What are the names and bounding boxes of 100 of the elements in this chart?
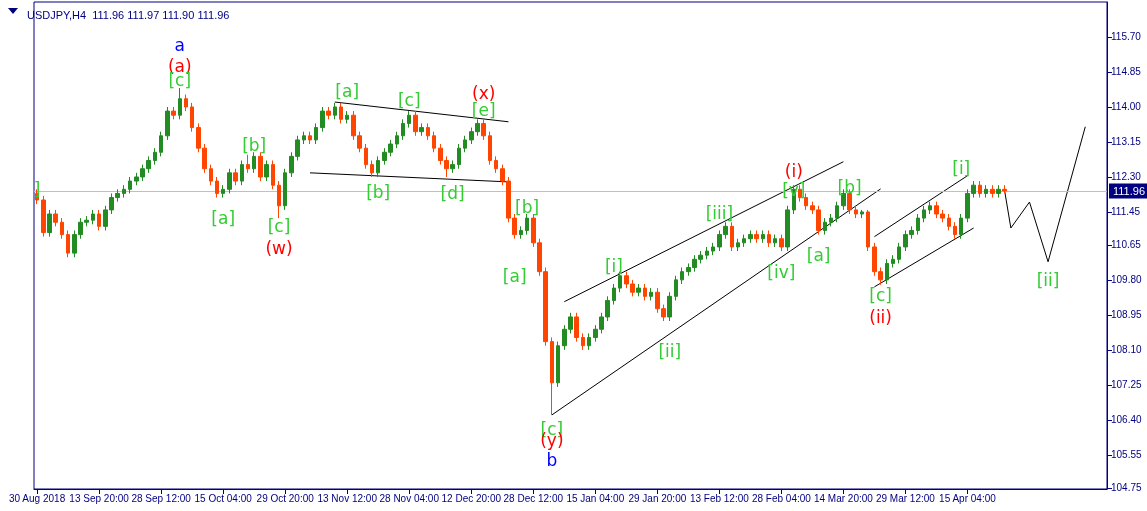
x-tick-label: 14 Mar 20:00 bbox=[813, 492, 874, 504]
candlestick bbox=[897, 242, 901, 264]
y-tick-label: 106.40 bbox=[1111, 414, 1143, 426]
candlestick bbox=[785, 205, 790, 252]
candlestick bbox=[184, 94, 188, 112]
x-tick-label: 13 Sep 20:00 bbox=[69, 492, 130, 504]
ref-line-label: 111.96 bbox=[1113, 184, 1146, 197]
x-tick-label: 29 Oct 20:00 bbox=[256, 492, 315, 504]
candlestick bbox=[996, 184, 1001, 199]
candlestick bbox=[494, 155, 498, 174]
candlestick bbox=[612, 283, 616, 306]
candlestick bbox=[643, 283, 647, 301]
candlestick bbox=[128, 176, 132, 194]
annotation: [c] bbox=[869, 284, 892, 305]
candlestick bbox=[370, 159, 374, 178]
y-tick-label: 107.25 bbox=[1111, 379, 1143, 391]
candlestick bbox=[804, 192, 808, 211]
candlestick bbox=[779, 234, 784, 252]
annotation: b bbox=[546, 449, 558, 470]
candlestick bbox=[587, 332, 591, 351]
annotation: (ii) bbox=[869, 306, 892, 327]
annotation: [iii] bbox=[705, 202, 734, 223]
candlestick bbox=[761, 229, 765, 244]
candlestick bbox=[432, 131, 436, 153]
annotation: [ii] bbox=[658, 340, 682, 361]
candlestick bbox=[922, 205, 926, 223]
y-tick-label: 110.65 bbox=[1111, 239, 1142, 251]
candlestick bbox=[1002, 184, 1007, 194]
annotation: a bbox=[174, 35, 185, 56]
candlestick bbox=[481, 118, 486, 141]
candlestick bbox=[122, 184, 126, 199]
candlestick bbox=[246, 154, 250, 174]
x-tick-label: 15 Apr 04:00 bbox=[939, 492, 997, 504]
x-tick-label: 28 Dec 12:00 bbox=[503, 492, 564, 504]
annotation: [iv] bbox=[767, 262, 796, 283]
y-tick-label: 105.55 bbox=[1111, 449, 1143, 461]
y-tick-label: 108.10 bbox=[1111, 344, 1143, 356]
candlestick bbox=[91, 209, 95, 225]
candlestick bbox=[240, 159, 244, 186]
x-tick-label: 15 Jan 04:00 bbox=[566, 492, 625, 504]
annotation: [a] bbox=[502, 265, 527, 286]
candlestick bbox=[227, 168, 232, 194]
candlestick bbox=[854, 205, 858, 219]
candlestick bbox=[736, 238, 740, 252]
candlestick bbox=[407, 110, 411, 129]
candlestick bbox=[742, 234, 746, 248]
x-tick-label: 13 Nov 12:00 bbox=[317, 492, 378, 504]
candlestick bbox=[339, 102, 343, 124]
candlestick bbox=[959, 213, 963, 240]
candlestick bbox=[308, 131, 312, 145]
x-tick-label: 28 Sep 12:00 bbox=[131, 492, 192, 504]
annotation: [b] bbox=[837, 176, 862, 197]
x-tick-label: 15 Oct 04:00 bbox=[194, 492, 253, 504]
candlestick bbox=[345, 110, 349, 124]
candlestick bbox=[97, 209, 101, 231]
candlestick bbox=[581, 332, 585, 351]
annotation: (x) bbox=[472, 82, 496, 103]
candlestick bbox=[835, 201, 839, 223]
candlestick bbox=[47, 209, 52, 238]
candlestick bbox=[928, 201, 932, 215]
candlestick bbox=[209, 164, 213, 186]
candlestick bbox=[333, 102, 337, 120]
candlestick bbox=[326, 106, 331, 120]
y-tick-label: 104.75 bbox=[1111, 482, 1143, 494]
candlestick bbox=[674, 275, 678, 301]
candlestick bbox=[754, 229, 759, 244]
candlestick bbox=[885, 258, 889, 285]
candlestick bbox=[41, 195, 46, 238]
candlestick bbox=[376, 155, 380, 178]
candlestick bbox=[773, 234, 777, 248]
candlestick bbox=[320, 106, 325, 133]
candlestick bbox=[159, 131, 163, 157]
y-tick-label: 114.00 bbox=[1111, 101, 1142, 113]
candlestick bbox=[636, 283, 641, 297]
candlestick bbox=[556, 341, 560, 388]
x-tick-label: 12 Dec 20:00 bbox=[441, 492, 502, 504]
line-series bbox=[1004, 126, 1086, 263]
y-tick-label: 109.80 bbox=[1111, 274, 1143, 286]
annotation: [i] bbox=[952, 157, 971, 178]
text: USDJPY,H4 111.96 111.97 111.90 111.96 bbox=[27, 8, 230, 21]
candlestick bbox=[990, 184, 995, 199]
annotation: [d] bbox=[440, 182, 465, 203]
candlestick bbox=[457, 143, 461, 170]
annotation: [a] bbox=[806, 244, 831, 265]
candlestick bbox=[550, 337, 554, 416]
candlestick bbox=[519, 225, 523, 240]
candlestick bbox=[413, 110, 418, 137]
candlestick bbox=[860, 209, 864, 219]
annotation: (w) bbox=[265, 237, 293, 258]
annotation: [b] bbox=[515, 197, 540, 218]
candlestick bbox=[978, 180, 982, 199]
candlestick bbox=[984, 184, 988, 199]
candlestick bbox=[488, 131, 492, 166]
y-tick-label: 115.70 bbox=[1111, 31, 1142, 43]
x-tick-label: 28 Feb 04:00 bbox=[751, 492, 812, 504]
candlestick bbox=[153, 147, 157, 166]
x-tick-label: 29 Jan 20:00 bbox=[628, 492, 687, 504]
candlestick bbox=[450, 159, 455, 174]
annotation: [i] bbox=[604, 255, 623, 276]
annotation: [c] bbox=[397, 89, 421, 110]
